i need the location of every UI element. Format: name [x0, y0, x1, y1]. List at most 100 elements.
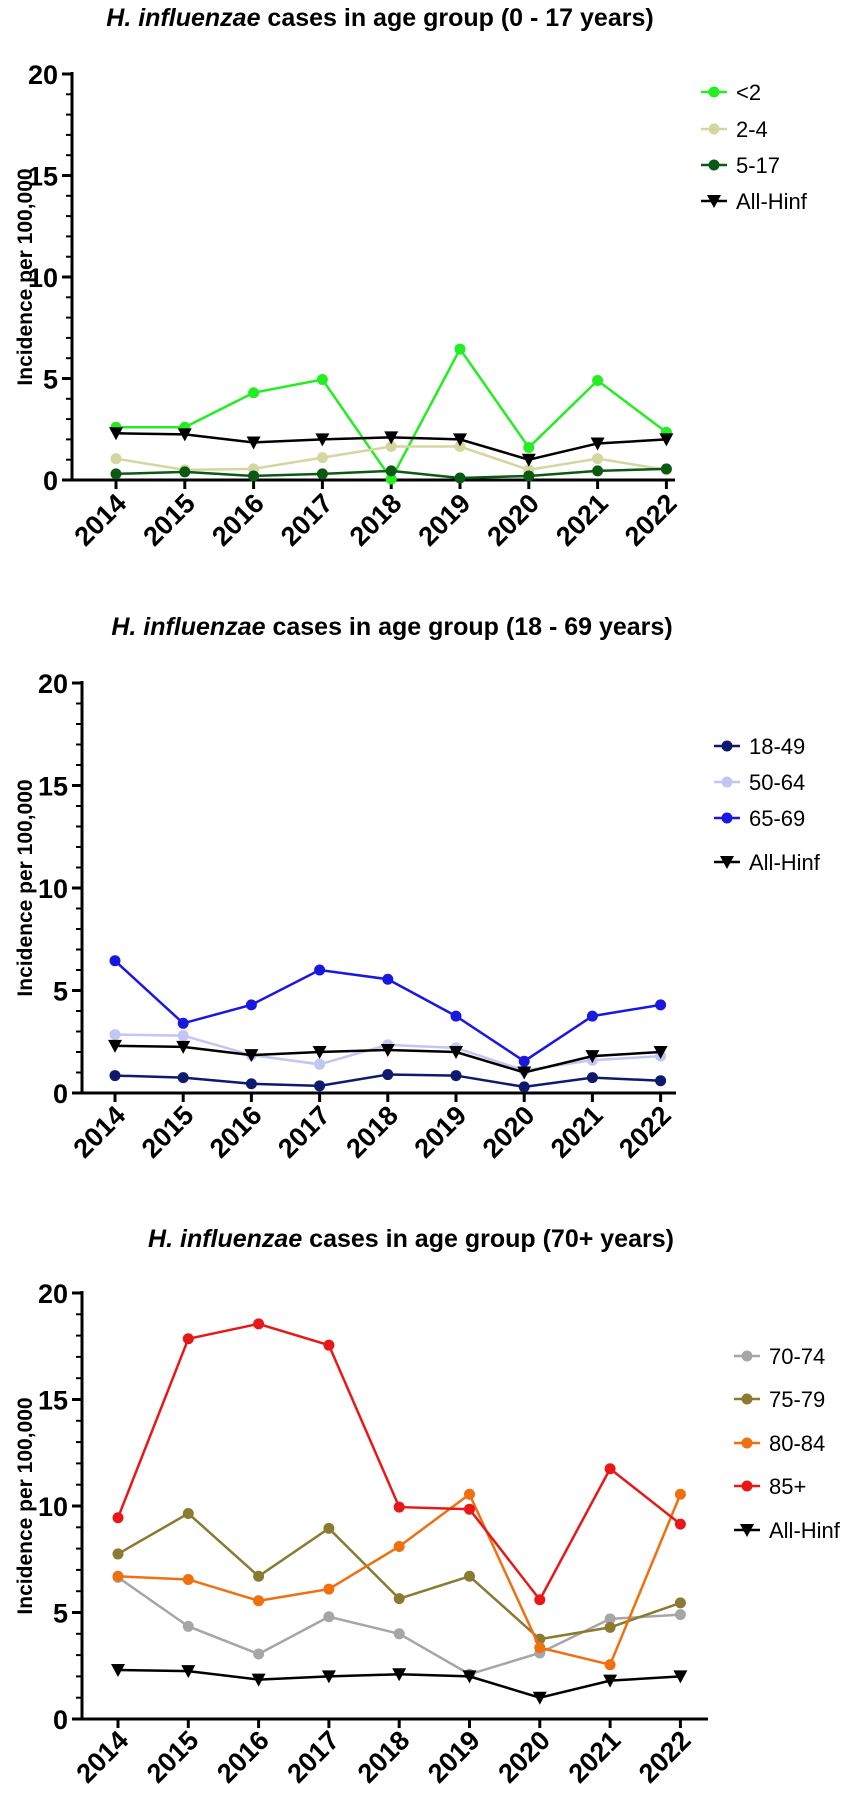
data-point [177, 1072, 189, 1084]
data-point [450, 1070, 462, 1082]
data-point [112, 1548, 124, 1560]
data-point [385, 473, 397, 485]
series-line [116, 1322, 682, 1603]
series-All-Hinf [109, 427, 674, 467]
chart-title: H. influenzae cases in age group (70+ ye… [148, 1225, 674, 1253]
chart-title-italic: H. influenzae [148, 1225, 302, 1253]
x-tick-label: 2020 [481, 488, 545, 552]
data-point [604, 1463, 616, 1475]
data-point [177, 1017, 189, 1029]
y-tick-label: 20 [38, 1279, 68, 1309]
chart-title-rest: cases in age group (70+ years) [302, 1225, 674, 1253]
legend-item: 75-79 [734, 1387, 825, 1412]
data-point [110, 453, 122, 465]
data-point [462, 1670, 477, 1684]
data-point [177, 428, 192, 442]
data-point [246, 436, 261, 450]
legend-item: <2 [701, 80, 761, 105]
y-tick-label: 15 [38, 772, 68, 802]
y-tick-label: 10 [28, 263, 58, 293]
data-point [109, 955, 121, 967]
y-tick-label: 15 [28, 162, 58, 192]
legend-label: 75-79 [769, 1387, 825, 1412]
series-<2 [110, 343, 672, 485]
y-tick-label: 20 [28, 60, 58, 90]
chart-panel-3: H. influenzae cases in age group (70+ ye… [14, 1225, 841, 1789]
data-point [321, 1670, 336, 1684]
y-tick-label: 10 [38, 1492, 68, 1522]
series-All-Hinf [111, 1664, 688, 1705]
data-point [182, 1573, 194, 1585]
y-tick-label: 15 [38, 1386, 68, 1416]
legend-item: All-Hinf [701, 189, 808, 214]
data-point [181, 1665, 196, 1679]
legend-marker [708, 86, 720, 98]
data-point [603, 1674, 618, 1688]
legend-label: All-Hinf [769, 1518, 841, 1543]
legend-item: All-Hinf [734, 1518, 841, 1543]
data-point [674, 1597, 686, 1609]
data-point [521, 453, 536, 467]
x-tick-label: 2022 [613, 1100, 677, 1164]
legend-label: 70-74 [769, 1344, 825, 1369]
data-point [384, 431, 399, 445]
data-point [382, 1069, 394, 1081]
legend-marker [721, 812, 733, 824]
legend-marker [708, 123, 720, 135]
data-point [314, 1080, 326, 1092]
data-point [253, 1570, 265, 1582]
legend-marker [707, 195, 721, 208]
legend-item: 70-74 [734, 1344, 825, 1369]
series-line [117, 1511, 681, 1641]
x-tick-label: 2018 [344, 488, 408, 552]
data-point [109, 1029, 121, 1041]
legend: 18-49 50-64 65-69 All-Hinf [714, 734, 821, 875]
x-tick-label: 2020 [477, 1100, 541, 1164]
series-18-49 [109, 1069, 667, 1093]
legend-label: 50-64 [749, 770, 805, 795]
chart-title: H. influenzae cases in age group (0 - 17… [106, 4, 653, 32]
series-70-74 [112, 1571, 686, 1680]
data-point [108, 1039, 122, 1053]
legend-marker [740, 1524, 754, 1537]
data-point [323, 1611, 335, 1623]
data-point [109, 1070, 121, 1082]
x-tick-label: 2019 [413, 488, 477, 552]
y-tick-label: 5 [53, 977, 68, 1007]
data-point [604, 1621, 616, 1633]
data-point [182, 1620, 194, 1632]
data-point [534, 1594, 546, 1606]
x-tick-label: 2021 [545, 1100, 609, 1164]
data-point [655, 999, 667, 1011]
chart-title-italic: H. influenzae [106, 4, 260, 32]
y-tick-label: 0 [43, 466, 58, 496]
data-point [316, 374, 328, 386]
data-point [110, 468, 122, 480]
data-point [251, 1673, 266, 1687]
data-point [534, 1642, 546, 1654]
data-point [449, 1046, 463, 1059]
x-tick-label: 2022 [633, 1725, 697, 1789]
chart-title-rest: cases in age group (18 - 69 years) [266, 613, 673, 641]
data-point [253, 1648, 265, 1660]
data-point [176, 1040, 191, 1054]
x-tick-label: 2016 [206, 488, 270, 552]
legend-marker [741, 1350, 753, 1362]
legend-label: All-Hinf [749, 850, 821, 875]
data-point [454, 441, 466, 453]
data-point [380, 1043, 395, 1057]
chart-title-rest: cases in age group (0 - 17 years) [260, 4, 653, 32]
data-point [182, 1507, 194, 1519]
data-point [323, 1522, 335, 1534]
legend-item: 18-49 [714, 734, 805, 759]
series-75-79 [112, 1507, 686, 1645]
legend-label: 80-84 [769, 1431, 825, 1456]
x-tick-label: 2020 [492, 1725, 556, 1789]
data-point [518, 1055, 530, 1067]
data-point [316, 452, 328, 464]
data-point [586, 1072, 598, 1084]
legend-item: 2-4 [701, 117, 768, 142]
x-tick-label: 2016 [211, 1725, 275, 1789]
data-point [518, 1081, 530, 1093]
